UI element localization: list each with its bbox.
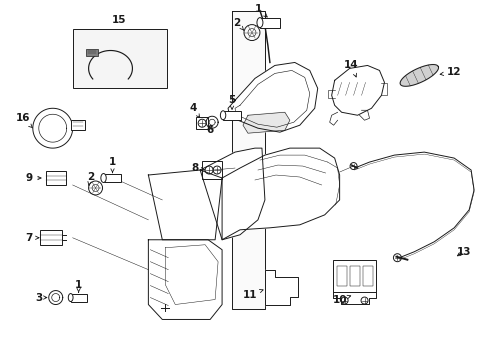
Bar bbox=[260, 18, 279, 28]
Text: 11: 11 bbox=[242, 289, 263, 300]
Text: 3: 3 bbox=[35, 293, 47, 302]
Text: 7: 7 bbox=[25, 233, 39, 243]
Bar bbox=[73, 28, 167, 88]
Ellipse shape bbox=[220, 111, 225, 120]
Polygon shape bbox=[243, 112, 289, 133]
Text: 15: 15 bbox=[112, 15, 126, 24]
Polygon shape bbox=[148, 170, 222, 240]
Polygon shape bbox=[399, 64, 438, 86]
Text: 13: 13 bbox=[456, 247, 470, 257]
Polygon shape bbox=[264, 270, 297, 305]
Text: 1: 1 bbox=[109, 157, 116, 173]
Bar bbox=[71, 293, 86, 302]
Text: 12: 12 bbox=[439, 67, 461, 77]
Text: 16: 16 bbox=[16, 113, 33, 128]
Text: 8: 8 bbox=[191, 163, 204, 173]
Ellipse shape bbox=[256, 18, 263, 28]
Bar bbox=[85, 49, 98, 57]
Bar bbox=[202, 161, 222, 179]
Bar bbox=[46, 171, 65, 185]
Text: 5: 5 bbox=[228, 95, 235, 109]
Bar bbox=[196, 117, 208, 129]
Text: 6: 6 bbox=[206, 125, 213, 135]
Polygon shape bbox=[148, 240, 222, 319]
Text: 1: 1 bbox=[75, 280, 82, 292]
Text: 9: 9 bbox=[25, 173, 41, 183]
Text: 2: 2 bbox=[233, 18, 243, 30]
Polygon shape bbox=[200, 148, 264, 240]
Bar bbox=[223, 111, 241, 120]
Ellipse shape bbox=[68, 293, 73, 302]
Polygon shape bbox=[232, 11, 264, 310]
Ellipse shape bbox=[101, 174, 106, 183]
Bar bbox=[40, 230, 61, 245]
Polygon shape bbox=[222, 148, 339, 240]
Bar bbox=[71, 120, 84, 130]
Bar bbox=[103, 174, 121, 183]
Bar bbox=[362, 266, 372, 285]
Text: 14: 14 bbox=[344, 60, 358, 77]
Bar bbox=[332, 260, 376, 292]
Polygon shape bbox=[331, 66, 384, 115]
Bar bbox=[349, 266, 359, 285]
Text: 2: 2 bbox=[87, 172, 94, 185]
Polygon shape bbox=[227, 62, 317, 132]
Bar bbox=[336, 266, 346, 285]
Text: 10: 10 bbox=[332, 294, 350, 305]
Text: 1: 1 bbox=[254, 4, 266, 17]
Text: 4: 4 bbox=[189, 103, 199, 117]
